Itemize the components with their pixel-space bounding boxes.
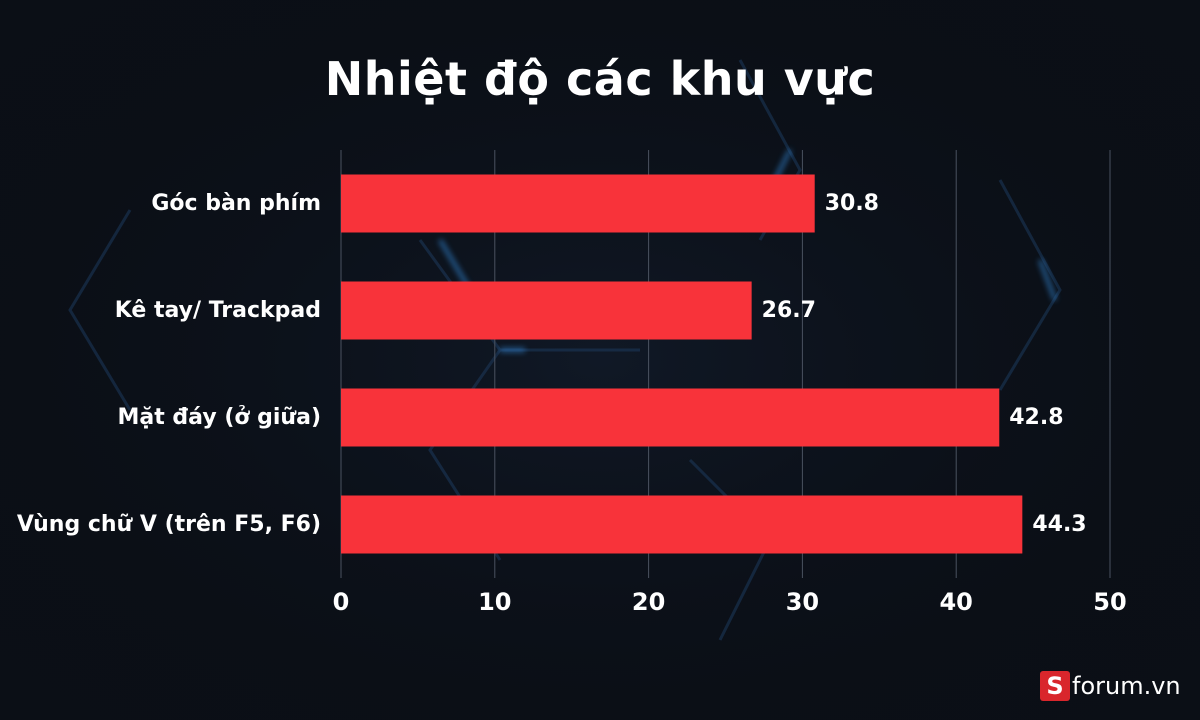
x-tick-labels: 0 10 20 30 40 50 xyxy=(333,588,1127,616)
x-tick-label: 0 xyxy=(333,588,350,616)
bar xyxy=(341,174,815,233)
category-label: Kê tay/ Trackpad xyxy=(115,298,321,323)
bar xyxy=(341,281,752,340)
value-label: 30.8 xyxy=(825,191,879,216)
x-tick-label: 20 xyxy=(632,588,665,616)
x-tick-label: 50 xyxy=(1093,588,1126,616)
sforum-logo: S forum.vn xyxy=(1040,668,1181,704)
category-label: Góc bàn phím xyxy=(151,191,321,216)
bars xyxy=(341,174,1023,554)
category-label: Mặt đáy (ở giữa) xyxy=(117,405,321,430)
sforum-logo-mark: S xyxy=(1040,671,1070,701)
x-tick-label: 10 xyxy=(478,588,511,616)
category-labels: Góc bàn phím Kê tay/ Trackpad Mặt đáy (ở g… xyxy=(17,191,321,537)
value-label: 26.7 xyxy=(762,298,816,323)
value-labels: 30.8 26.7 42.8 44.3 xyxy=(762,191,1087,537)
x-tick-label: 30 xyxy=(786,588,819,616)
value-label: 42.8 xyxy=(1009,405,1063,430)
sforum-logo-text: forum.vn xyxy=(1072,672,1181,700)
bar xyxy=(341,388,1000,447)
bar xyxy=(341,495,1023,554)
chart-title: Nhiệt độ các khu vực xyxy=(324,52,876,106)
x-tick-label: 40 xyxy=(939,588,972,616)
value-label: 44.3 xyxy=(1032,512,1086,537)
category-label: Vùng chữ V (trên F5, F6) xyxy=(17,512,321,537)
